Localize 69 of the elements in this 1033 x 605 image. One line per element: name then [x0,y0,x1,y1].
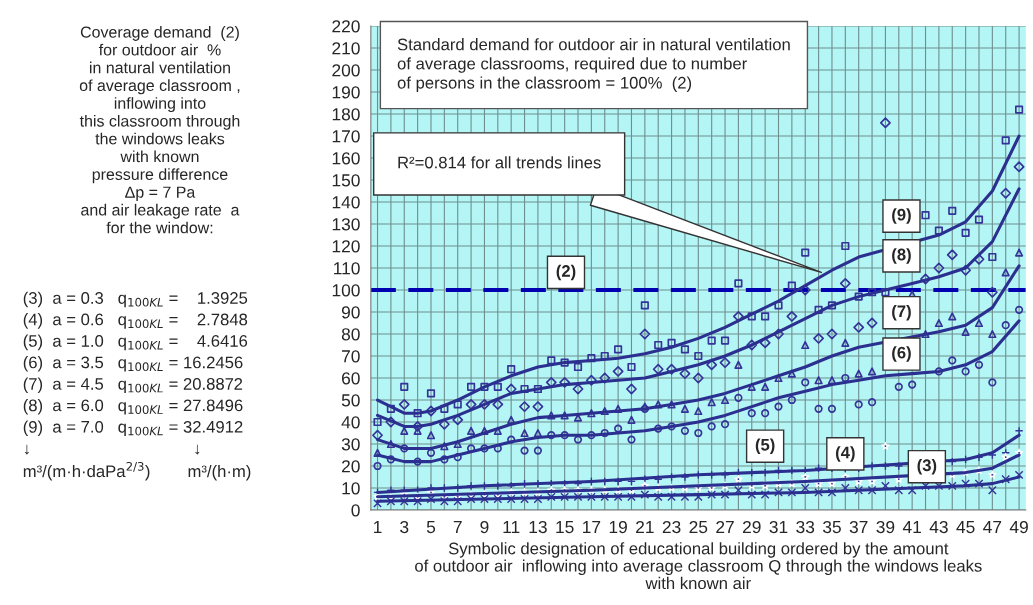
annotation: (3) [917,458,937,475]
annotation: R²=0.814 for all trends lines [398,156,601,169]
x-tick-label: 17 [583,521,601,534]
y-tick-label: 40 [341,416,360,429]
x-tick-label: 25 [689,520,708,534]
y-tick-label: 140 [332,196,360,209]
annotation: (5) [755,438,775,454]
y-tick-label: 130 [332,218,360,231]
annotation: (8) [892,248,911,264]
text: (8) a = 6.0 q$_{100KL}$ = 27.8496 [23,399,243,415]
annotation: Standard demand for outdoor air in natural ventilation of average classrooms, required due to number of persons in the classroom = 100% (2) [397,38,790,92]
text: ↓ ↓ [24,444,200,455]
annotation: (4) [835,446,855,462]
x-tick-label: 33 [796,520,815,534]
y-tick-label: 0 [351,504,360,517]
text: (6) a = 3.5 q$_{100KL}$ = 16.2456 [23,356,243,372]
y-tick-label: 60 [342,372,360,385]
x-tick-label: 27 [716,520,734,534]
text: Coverage demand (2) for outdoor air % in natural ventilation of average classroom , inflowing into this classroom through the windows leaks with known pressure difference Δp = 7 Pa and air leakage rate a for the window: [79,26,240,234]
y-tick-label: 180 [332,108,360,121]
y-tick-label: 220 [332,20,360,33]
text: (7) a = 4.5 q$_{100KL}$ = 20.8872 [23,377,243,394]
x-tick-label: 31 [769,520,788,534]
y-tick-label: 190 [332,86,360,99]
x-tick-label: 19 [609,520,627,534]
y-tick-label: 80 [341,328,360,341]
y-tick-label: 20 [341,460,360,473]
x-tick-label: 45 [956,521,975,534]
x-tick-label: 15 [556,521,574,534]
y-tick-label: 10 [342,482,360,495]
y-tick-label: 100 [332,284,360,297]
x-tick-label: 41 [902,521,921,534]
text: m³/(m·h·daPa$^{2/3}$) m³/(h·m) [23,461,251,481]
annotation: (9) [892,208,911,224]
x-tick-label: 37 [849,520,868,534]
x-tick-label: 3 [400,520,409,534]
x-tick-label: 9 [480,520,489,534]
x-axis-title: Symbolic designation of educational building ordered by the amount of outdoor air inflowing into average classroom Q through the windows leaks with known air [415,542,982,590]
x-tick-label: 43 [929,520,948,534]
y-tick-label: 90 [341,306,360,319]
annotation: (6) [892,346,911,362]
x-tick-label: 11 [503,521,520,534]
x-tick-label: 29 [742,520,761,534]
y-tick-label: 210 [332,42,360,55]
x-tick-label: 1 [374,521,382,534]
y-tick-label: 110 [334,262,360,275]
x-tick-label: 35 [822,520,841,534]
x-tick-label: 13 [529,520,547,534]
y-tick-label: 70 [342,350,360,363]
y-tick-label: 150 [332,174,360,187]
x-tick-label: 23 [662,520,681,534]
y-tick-label: 50 [341,394,360,407]
y-tick-label: 120 [332,240,360,253]
annotation: (7) [892,304,911,321]
x-tick-label: 47 [983,521,1002,534]
x-tick-label: 5 [426,521,436,534]
y-tick-label: 170 [332,130,360,143]
text: (4) a = 0.6 q$_{100KL}$ = 2.7848 [23,313,248,329]
x-tick-label: 7 [453,521,462,534]
x-tick-label: 49 [1009,520,1028,534]
text: (3) a = 0.3 q$_{100KL}$ = 1.3925 [23,291,248,308]
y-tick-label: 30 [341,438,360,451]
y-tick-label: 200 [332,64,360,77]
y-tick-label: 160 [332,152,360,165]
x-tick-label: 21 [636,520,654,534]
annotation: (2) [556,264,576,281]
text: (9) a = 7.0 q$_{100KL}$ = 32.4912 [23,420,243,437]
x-tick-label: 39 [876,520,895,534]
text: (5) a = 1.0 q$_{100KL}$ = 4.6416 [23,334,248,351]
